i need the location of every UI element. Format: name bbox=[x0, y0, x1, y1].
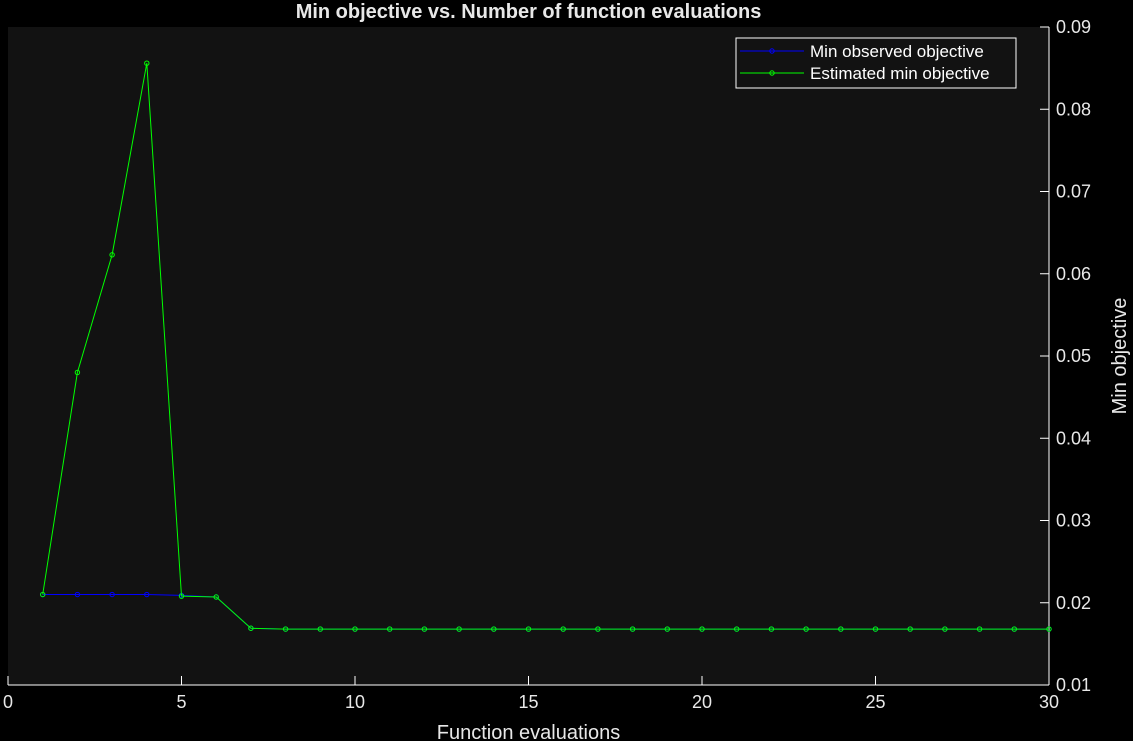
series-1-point bbox=[491, 626, 497, 632]
x-tick-label: 10 bbox=[345, 692, 365, 712]
series-1-point bbox=[803, 626, 809, 632]
series-1-point bbox=[213, 594, 219, 600]
series-1-point bbox=[595, 626, 601, 632]
series-0-point bbox=[109, 591, 115, 598]
y-tick-label: 0.05 bbox=[1056, 346, 1091, 366]
series-1-point bbox=[109, 252, 115, 258]
series-1-point bbox=[907, 626, 913, 632]
x-tick-label: 0 bbox=[3, 692, 13, 712]
x-tick-label: 15 bbox=[518, 692, 538, 712]
legend-box bbox=[735, 37, 1017, 89]
series-1-point bbox=[838, 626, 844, 632]
series-1-point bbox=[248, 625, 254, 631]
legend-marker bbox=[769, 48, 775, 54]
series-lines bbox=[40, 60, 1052, 632]
legend: Min observed objective Estimated min obje… bbox=[735, 37, 1017, 89]
y-tick-label: 0.01 bbox=[1056, 675, 1091, 695]
series-1-point bbox=[942, 626, 948, 632]
series-1-point bbox=[387, 626, 393, 632]
series-1-point bbox=[976, 626, 983, 632]
series-1-point bbox=[352, 626, 358, 632]
series-1-point bbox=[872, 626, 879, 632]
x-tick-label: 5 bbox=[176, 692, 186, 712]
series-1-point bbox=[178, 593, 185, 599]
legend-label: Estimated min objective bbox=[810, 64, 990, 83]
series-1-point bbox=[421, 626, 428, 632]
legend-label: Min observed objective bbox=[810, 42, 984, 61]
y-tick-label: 0.07 bbox=[1056, 182, 1091, 202]
x-tick-label: 25 bbox=[865, 692, 885, 712]
series-1-point bbox=[317, 626, 323, 632]
series-1-point bbox=[699, 626, 705, 632]
y-axis-label: Min objective bbox=[1109, 298, 1131, 415]
chart-title: Min objective vs. Number of function eva… bbox=[296, 1, 762, 23]
y-tick-label: 0.02 bbox=[1056, 593, 1091, 613]
legend-marker bbox=[769, 70, 775, 76]
series-line-1 bbox=[42, 63, 1049, 630]
y-tick-label: 0.06 bbox=[1056, 264, 1091, 284]
y-tick-label: 0.03 bbox=[1056, 511, 1091, 531]
series-0-point bbox=[74, 591, 81, 598]
x-tick-label: 30 bbox=[1039, 692, 1059, 712]
y-tick-label: 0.09 bbox=[1056, 17, 1091, 37]
series-1-point bbox=[525, 626, 532, 632]
series-1-point bbox=[144, 60, 150, 66]
series-1-point bbox=[456, 626, 462, 632]
plot-area bbox=[8, 27, 1049, 685]
series-1-point bbox=[664, 626, 670, 632]
y-tick-label: 0.08 bbox=[1056, 99, 1091, 119]
series-0-point bbox=[144, 591, 150, 598]
series-1-point bbox=[1046, 626, 1052, 632]
series-1-point bbox=[1011, 626, 1017, 632]
x-tick-label: 20 bbox=[692, 692, 712, 712]
series-1-point bbox=[560, 626, 566, 632]
axes: 0 5 10 15 20 25 300.01 0.02 0.03 0.04 0.05 0.06 0.07… bbox=[3, 17, 1091, 712]
series-1-point bbox=[40, 591, 46, 598]
y-tick-label: 0.04 bbox=[1056, 428, 1091, 448]
series-1-point bbox=[768, 626, 775, 632]
series-1-point bbox=[74, 369, 81, 376]
series-1-point bbox=[282, 626, 289, 632]
x-axis-label: Function evaluations bbox=[437, 722, 620, 741]
series-1-point bbox=[734, 626, 740, 632]
series-1-point bbox=[629, 626, 636, 632]
